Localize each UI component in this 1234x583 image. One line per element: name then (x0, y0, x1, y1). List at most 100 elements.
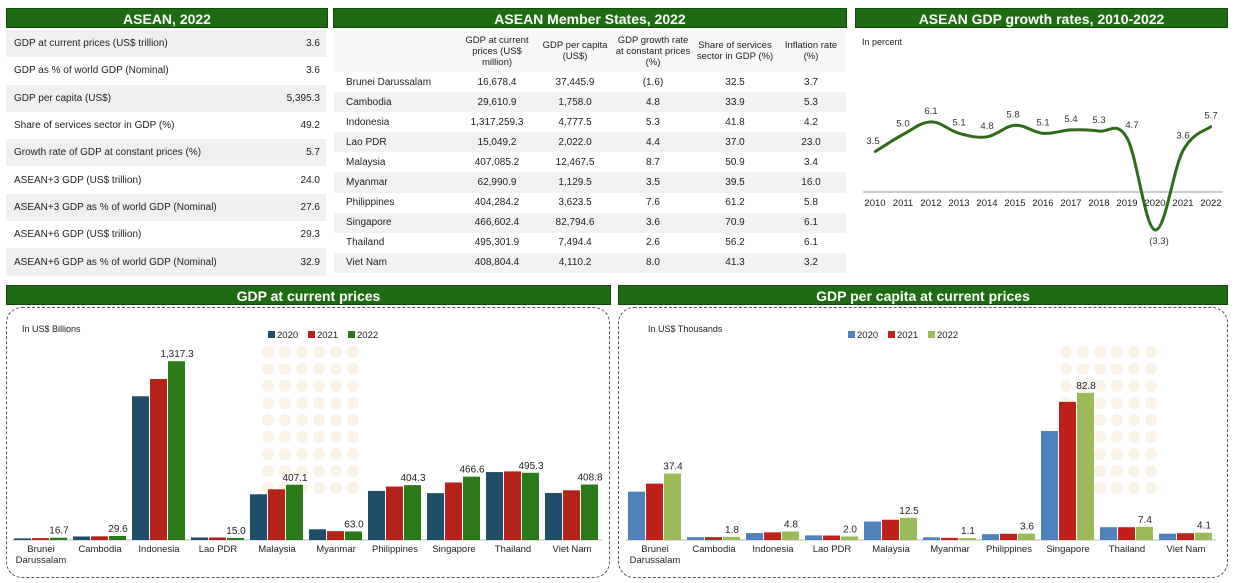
background-dot (330, 482, 342, 494)
category-tick-label: Philippines (986, 544, 1032, 555)
category-tick-label: Brunei (27, 544, 54, 555)
column-header (334, 30, 456, 72)
value-cell: 16.0 (801, 177, 821, 189)
stat-label: ASEAN+3 GDP as % of world GDP (Nominal) (14, 201, 217, 213)
value-cell: 8.7 (646, 156, 660, 168)
bar-malaysia-2020 (864, 521, 881, 540)
column-header: GDP growth rate at constant prices (%) (615, 34, 691, 68)
growth-data-label: 6.1 (924, 106, 937, 117)
category-tick-label: Cambodia (692, 544, 736, 555)
gdp-chart-frame (6, 307, 610, 578)
background-dot (279, 431, 291, 443)
stat-label: Growth rate of GDP at constant prices (%… (14, 147, 202, 159)
x-tick-label: 2017 (1060, 198, 1081, 209)
value-cell: 37,445.9 (555, 76, 595, 88)
growth-rate-line-chart: In percent 3.5 2010 5.0 2011 6.1 2012 5.1 2013 4.… (862, 37, 1223, 247)
stat-label: ASEAN+6 GDP as % of world GDP (Nominal) (14, 256, 217, 268)
background-dot (1094, 397, 1106, 409)
value-cell: 8.0 (646, 257, 660, 269)
background-dot (1094, 482, 1106, 494)
bar-data-label: 63.0 (344, 519, 364, 530)
member-states-table: GDP at current prices (US$ million) GDP p… (334, 30, 846, 273)
value-cell: 3.2 (804, 257, 818, 269)
stat-label: GDP at current prices (US$ trillion) (14, 38, 168, 50)
bar-myanmar-2021 (327, 531, 344, 540)
growth-point-2016 (1041, 132, 1045, 135)
value-cell: 3.6 (646, 217, 660, 229)
growth-data-label: 4.7 (1125, 120, 1138, 131)
background-dot (1145, 414, 1157, 426)
background-dot (279, 448, 291, 460)
background-dot (1128, 431, 1140, 443)
bar-data-label: 2.0 (843, 524, 857, 535)
background-dot (330, 431, 342, 443)
x-tick-label: 2022 (1200, 198, 1221, 209)
background-dot (279, 346, 291, 358)
value-cell: 1,129.5 (558, 177, 592, 189)
bar-philippines-2022 (404, 485, 421, 540)
value-cell: 5.3 (804, 96, 818, 108)
growth-point-2020 (1153, 228, 1157, 232)
table-row: Myanmar 62,990.9 1,129.5 3.5 39.5 16.0 (334, 172, 846, 193)
growth-point-2015 (1013, 124, 1017, 127)
value-cell: 5.3 (646, 116, 660, 128)
background-dot (1111, 380, 1123, 392)
legend-swatch-2021 (308, 331, 315, 338)
background-dot (1111, 414, 1123, 426)
background-dot (1111, 448, 1123, 460)
value-cell: 15,049.2 (477, 136, 517, 148)
category-tick-label: Viet Nam (553, 544, 592, 555)
country-cell: Cambodia (346, 96, 392, 108)
value-cell: 6.1 (804, 217, 818, 229)
bar-viet-nam-2022 (581, 484, 598, 540)
growth-data-label: 5.4 (1064, 114, 1077, 125)
growth-point-2014 (985, 135, 989, 138)
table-row: Indonesia 1,317,259.3 4,777.5 5.3 41.8 4.2 (334, 112, 846, 132)
x-tick-label: 2020 (1144, 198, 1165, 209)
value-cell: 4.2 (804, 116, 818, 128)
asean-2022-header: ASEAN, 2022 (6, 8, 328, 28)
category-tick-label: Lao PDR (813, 544, 852, 555)
x-tick-label: 2021 (1172, 198, 1193, 209)
background-dot (262, 431, 274, 443)
stat-value: 32.9 (300, 256, 320, 268)
bar-cambodia-2020 (687, 537, 704, 540)
category-tick-label: Thailand (1109, 544, 1145, 555)
category-tick-label: Malaysia (872, 544, 910, 555)
stat-label: GDP per capita (US$) (14, 92, 112, 104)
growth-data-label: 5.1 (952, 117, 965, 128)
background-dot (279, 414, 291, 426)
bar-thailand-2020 (486, 472, 503, 540)
background-dot (1077, 346, 1089, 358)
bar-viet-nam-2021 (563, 490, 580, 540)
bar-lao-pdr-2022 (227, 537, 244, 540)
bar-brunei-darussalam-2021 (646, 483, 663, 540)
bar-lao-pdr-2021 (823, 535, 840, 540)
background-dot (313, 414, 325, 426)
value-cell: 7,494.4 (558, 237, 592, 249)
growth-data-label: 5.1 (1036, 117, 1049, 128)
stat-row: GDP per capita (US$) 5,395.3 (6, 84, 326, 112)
background-dot (347, 380, 359, 392)
bar-data-label: 407.1 (282, 473, 307, 484)
category-tick-label: Viet Nam (1167, 544, 1206, 555)
stat-row: ASEAN+3 GDP as % of world GDP (Nominal) 2… (6, 193, 326, 222)
background-dot (296, 346, 308, 358)
country-cell: Indonesia (346, 116, 390, 128)
background-dot (262, 414, 274, 426)
per-capita-chart-frame (618, 307, 1228, 578)
bar-data-label: 16.7 (49, 526, 69, 537)
bar-data-label: 12.5 (899, 506, 919, 517)
background-dot (1128, 448, 1140, 460)
background-dot (1145, 397, 1157, 409)
bar-data-label: 466.6 (459, 465, 484, 476)
background-dot (279, 363, 291, 375)
stat-row: ASEAN+6 GDP as % of world GDP (Nominal) 3… (6, 248, 326, 276)
legend-swatch-2022 (348, 331, 355, 338)
stat-value: 3.6 (306, 65, 320, 77)
background-dot (1128, 482, 1140, 494)
value-cell: 7.6 (646, 197, 660, 209)
background-dot (1094, 465, 1106, 477)
growth-point-2012 (929, 120, 933, 124)
background-dot (1094, 346, 1106, 358)
